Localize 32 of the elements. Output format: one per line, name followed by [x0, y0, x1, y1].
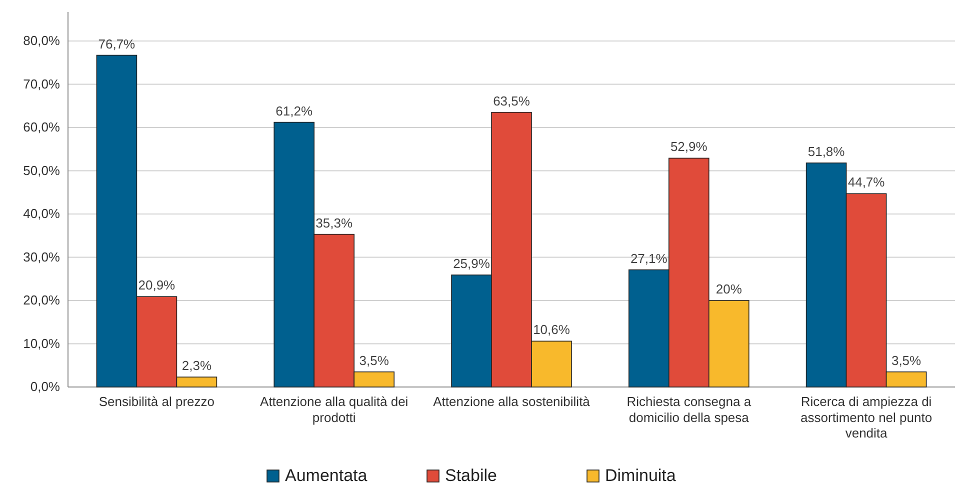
legend-label: Diminuita — [605, 466, 676, 485]
data-label: 52,9% — [670, 139, 708, 154]
legend-label: Aumentata — [285, 466, 368, 485]
y-tick-label: 10,0% — [23, 336, 60, 351]
y-tick-label: 70,0% — [23, 76, 60, 92]
x-tick-label: Attenzione alla sostenibilità — [433, 394, 591, 410]
y-tick-label: 60,0% — [23, 120, 60, 135]
x-tick-label: Sensibilità al prezzo — [98, 394, 215, 410]
y-tick-label: 40,0% — [23, 206, 60, 222]
data-label: 10,6% — [533, 322, 570, 338]
y-tick-label: 20,0% — [23, 292, 60, 308]
y-tick-label: 0,0% — [30, 379, 60, 394]
data-label: 25,9% — [453, 256, 490, 271]
y-tick-label: 80,0% — [23, 33, 60, 48]
data-label: 20% — [716, 281, 742, 296]
data-label: 3,5% — [891, 352, 922, 368]
data-label: 35,3% — [316, 215, 353, 230]
x-tick-label: Ricerca di ampiezza di assortimento nel punto vendita — [800, 394, 932, 440]
y-tick-label: 30,0% — [23, 249, 60, 264]
data-label: 51,8% — [808, 144, 846, 159]
data-label: 2,3% — [182, 358, 212, 374]
data-label: 27,1% — [630, 250, 668, 266]
legend-label: Stabile — [445, 466, 497, 485]
x-tick-label: Attenzione alla qualità dei prodotti — [260, 394, 408, 425]
data-label: 3,5% — [359, 352, 390, 368]
data-label: 20,9% — [138, 278, 176, 293]
data-label: 61,2% — [276, 103, 313, 118]
data-label: 44,7% — [848, 174, 886, 190]
data-label: 63,5% — [493, 93, 530, 108]
x-tick-label: Richiesta consegna a domicilio della spesa — [626, 394, 752, 425]
data-label: 76,7% — [98, 36, 136, 52]
y-tick-label: 50,0% — [23, 162, 60, 178]
